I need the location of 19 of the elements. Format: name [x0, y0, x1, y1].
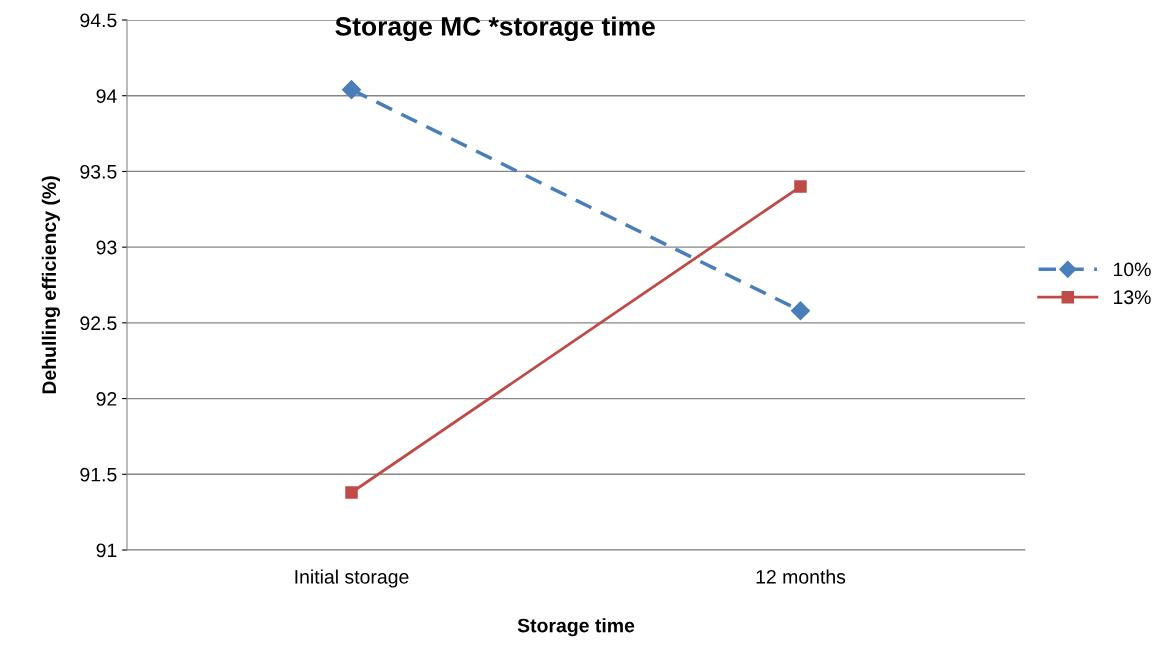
y-axis-title: Dehulling efficiency (%)	[41, 176, 60, 394]
y-tick-label: 93.5	[80, 164, 117, 179]
y-tick-label: 93	[96, 240, 117, 255]
point	[341, 80, 362, 100]
chart-title: Storage MC *storage time	[335, 16, 655, 42]
point	[345, 486, 358, 499]
y-tick-label: 94	[96, 89, 117, 103]
y-tick-label: 91.5	[80, 467, 117, 482]
legend-label: 13%	[1113, 290, 1151, 305]
y-tick-label: 94.5	[80, 13, 117, 28]
x-axis-title: Storage time	[517, 618, 635, 637]
point	[794, 180, 807, 193]
point	[790, 301, 811, 321]
y-tick-label: 91	[96, 543, 117, 558]
x-tick-label: 12 months	[756, 569, 846, 584]
y-tick-label: 92	[96, 392, 117, 406]
legend-label: 10%	[1113, 262, 1151, 277]
y-tick-label: 92.5	[80, 316, 117, 331]
x-tick-label: Initial storage	[295, 569, 409, 588]
